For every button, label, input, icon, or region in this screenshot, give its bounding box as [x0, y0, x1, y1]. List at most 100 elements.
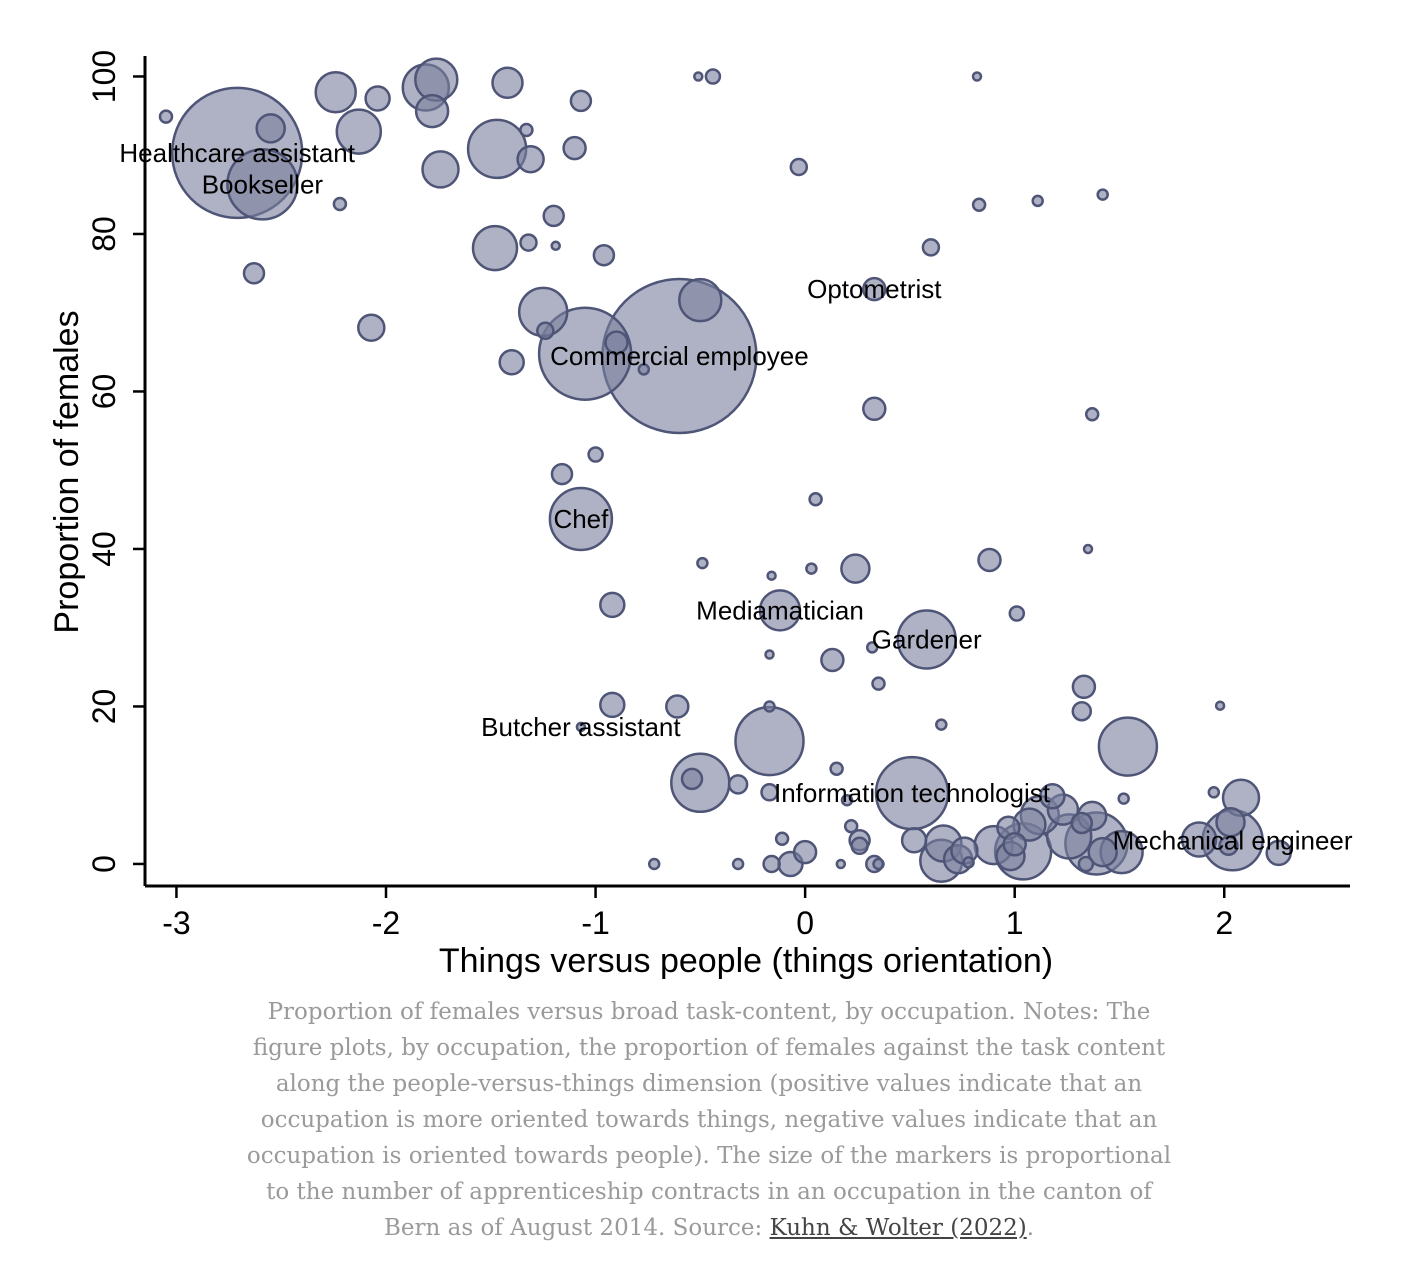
data-point [516, 144, 545, 174]
data-point [840, 793, 854, 807]
x-tick-label: 2 [1215, 905, 1233, 941]
data-point [1071, 674, 1097, 700]
figure-caption: Proportion of females versus broad task-… [244, 994, 1174, 1246]
x-tick-label: -1 [581, 905, 609, 941]
data-point [1180, 821, 1218, 858]
data-point [599, 591, 626, 619]
data-point [1071, 700, 1093, 722]
data-point [935, 718, 948, 731]
data-point [548, 486, 614, 552]
x-tick-label: 1 [1006, 905, 1024, 941]
data-point [255, 113, 286, 144]
data-point [1096, 188, 1109, 201]
data-point [314, 70, 357, 114]
data-point [921, 238, 941, 257]
data-point [896, 609, 957, 670]
point-label: Commercial employee [550, 341, 809, 371]
data-point [731, 857, 745, 871]
x-axis-title: Things versus people (things orientation… [439, 942, 1053, 980]
data-point [865, 641, 879, 654]
caption-end: . [1026, 1215, 1035, 1241]
point-label: Bookseller [202, 169, 324, 199]
data-point [1207, 786, 1221, 799]
point-label: Optometrist [807, 274, 942, 304]
data-point [647, 857, 661, 871]
x-tick-label: -2 [372, 905, 400, 941]
data-point [536, 321, 555, 341]
data-point [1077, 855, 1095, 873]
data-point [843, 818, 859, 834]
data-point [808, 492, 823, 507]
data-point [763, 700, 776, 713]
data-point [665, 694, 690, 719]
data-point [226, 148, 299, 221]
point-label: Gardener [872, 625, 982, 655]
data-point [872, 857, 885, 871]
data-point [862, 396, 887, 422]
y-tick-label: 60 [86, 374, 122, 410]
data-point [414, 57, 459, 102]
data-point [604, 330, 629, 355]
data-point [678, 277, 723, 323]
data-point [592, 243, 616, 267]
point-label: Mechanical engineer [1113, 825, 1353, 855]
data-point [569, 89, 593, 113]
data-point [1031, 194, 1044, 208]
data-point [471, 224, 519, 272]
y-tick-label: 80 [86, 216, 122, 252]
data-point [774, 831, 790, 847]
data-point [962, 856, 975, 869]
point-label: Healthcare assistant [119, 138, 355, 168]
data-point [1039, 782, 1066, 810]
point-label: Information technologist [774, 778, 1051, 808]
data-point [792, 839, 818, 865]
data-point [599, 691, 626, 719]
data-point [575, 721, 587, 733]
data-point [1084, 407, 1100, 422]
data-point [977, 547, 1002, 573]
data-point [1265, 839, 1292, 867]
axes-layer [143, 56, 1350, 888]
data-point [971, 71, 983, 82]
data-point [498, 349, 525, 376]
data-point [335, 108, 383, 155]
data-point [562, 135, 587, 161]
data-point [871, 676, 886, 691]
data-point [704, 68, 722, 85]
y-axis-title: Proportion of females [48, 310, 86, 633]
data-point [550, 462, 574, 486]
x-tick-label: 0 [796, 905, 814, 941]
x-tick-label: -3 [162, 905, 190, 941]
data-point [766, 570, 777, 581]
y-tick-label: 20 [86, 689, 122, 725]
data-point [680, 767, 704, 791]
data-point [835, 858, 847, 870]
data-point [789, 157, 809, 177]
point-label: Mediamatician [696, 595, 864, 625]
data-point [734, 705, 805, 777]
data-point [519, 122, 534, 138]
bubbles-layer [158, 57, 1292, 884]
data-point [862, 276, 887, 302]
data-point [1117, 792, 1130, 805]
point-label: Butcher assistant [481, 712, 681, 742]
data-point [414, 93, 450, 129]
data-point [242, 262, 266, 285]
data-point [466, 118, 528, 180]
data-point [758, 589, 802, 632]
source-link[interactable]: Kuhn & Wolter (2022) [769, 1215, 1027, 1241]
data-point [1214, 700, 1226, 711]
data-point [332, 196, 348, 212]
data-point [1070, 811, 1094, 835]
data-point [542, 204, 565, 228]
data-point [491, 66, 524, 100]
data-point [1097, 716, 1159, 777]
data-point [637, 363, 651, 376]
data-point [764, 649, 775, 660]
y-tick-label: 40 [86, 531, 122, 567]
data-point [762, 854, 781, 874]
point-label: Chef [553, 504, 609, 534]
